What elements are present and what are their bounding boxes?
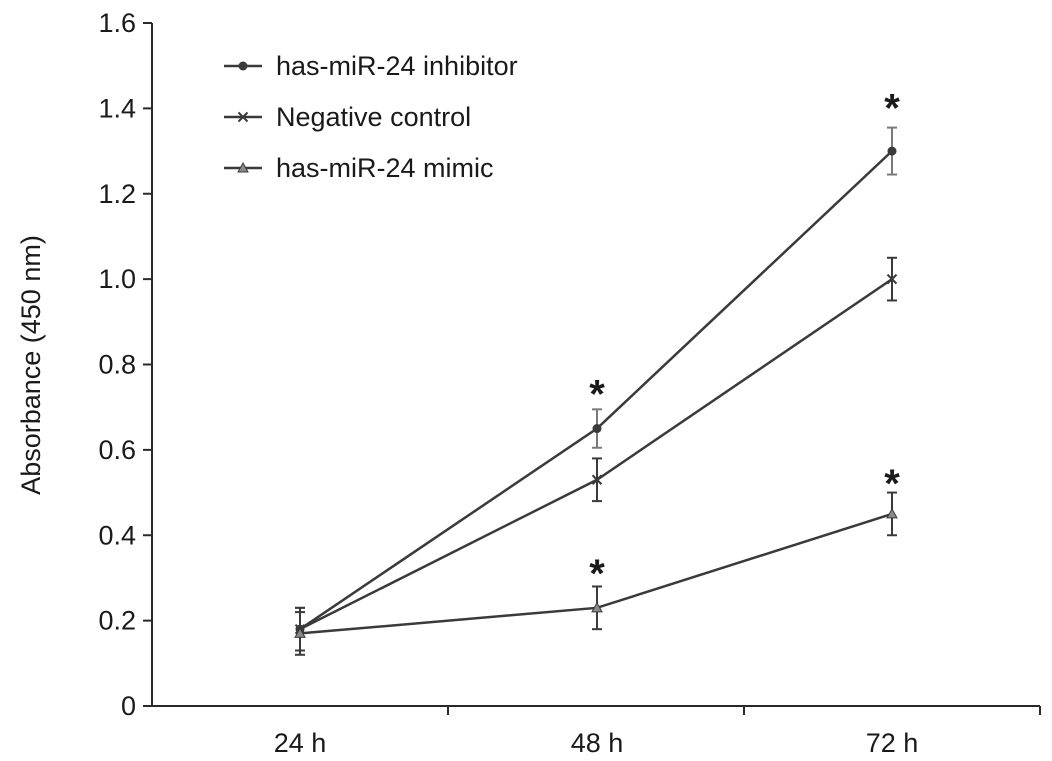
x-tick-label: 48 h [571,728,624,758]
y-tick-label: 1.4 [98,93,136,123]
y-tick-label: 1.0 [98,264,136,294]
triangle-marker [237,161,249,173]
y-ticks: 0 0.2 0.4 0.6 0.8 1.0 1.2 1.4 1.6 [98,8,152,721]
triangle-marker [886,507,898,519]
y-tick-label: 0.2 [98,606,136,636]
significance-asterisk: * [884,462,900,506]
significance-asterisk: * [884,87,900,131]
circle-marker [592,424,602,434]
significance-asterisk: * [589,552,605,596]
y-tick-label: 0 [121,691,136,721]
legend-item: has-miR-24 mimic [224,153,494,183]
plot-area [294,126,898,656]
triangle-marker [591,601,603,613]
circle-marker [238,61,248,71]
x-ticks: 24 h 48 h 72 h [274,706,1041,758]
circle-marker [887,146,897,156]
y-tick-label: 1.6 [98,8,136,38]
triangle-marker [294,627,306,638]
x-marker [237,111,249,123]
legend-item: Negative control [224,102,471,132]
x-marker [886,273,898,285]
legend: has-miR-24 inhibitor Negative control has-… [224,51,518,183]
x-tick-label: 72 h [866,728,919,758]
legend-label: Negative control [276,102,471,132]
series-2 [294,491,898,656]
y-tick-label: 0.6 [98,435,136,465]
legend-label: has-miR-24 mimic [276,153,494,183]
y-tick-label: 0.8 [98,350,136,380]
y-tick-label: 1.2 [98,179,136,209]
legend-label: has-miR-24 inhibitor [276,51,518,81]
y-axis-title: Absorbance (450 nm) [16,235,46,495]
x-tick-label: 24 h [274,728,327,758]
significance-asterisk: * [589,373,605,417]
annotations: * * * * [589,87,900,596]
y-tick-label: 0.4 [98,520,136,550]
x-marker [591,474,603,485]
legend-item: has-miR-24 inhibitor [224,51,518,81]
